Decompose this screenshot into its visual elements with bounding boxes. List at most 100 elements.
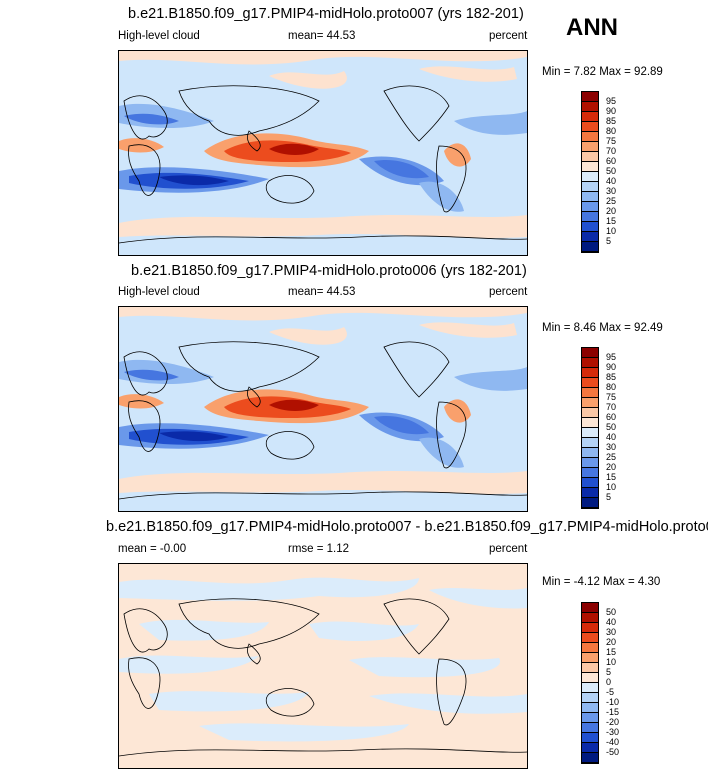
colorbar-box bbox=[582, 92, 598, 102]
colorbar: 95 90 85 80 75 70 60 50 40 30 25 20 15 10 5 bbox=[581, 347, 616, 509]
colorbar-box bbox=[582, 713, 598, 723]
contour-map bbox=[118, 563, 528, 769]
colorbar-tick-label: 75 bbox=[606, 392, 617, 402]
colorbar-box bbox=[582, 478, 598, 488]
colorbar-tick-label: 50 bbox=[606, 422, 617, 432]
minmax-label: Min = -4.12 Max = 4.30 bbox=[542, 576, 661, 588]
colorbar-box bbox=[582, 112, 598, 122]
variable-label: High-level cloud bbox=[118, 286, 200, 298]
colorbar-box bbox=[582, 733, 598, 743]
colorbar-box bbox=[582, 613, 598, 623]
colorbar-tick-label: -10 bbox=[606, 697, 620, 707]
colorbar-box bbox=[582, 122, 598, 132]
colorbar-tick-label: 0 bbox=[606, 677, 612, 687]
colorbar-box bbox=[582, 162, 598, 172]
colorbar-box bbox=[582, 603, 598, 613]
colorbar-box bbox=[582, 428, 598, 438]
colorbar-tick-label: 60 bbox=[606, 412, 617, 422]
colorbar-tick-label: 85 bbox=[606, 116, 617, 126]
colorbar-box bbox=[582, 152, 598, 162]
colorbar-tick-label: -5 bbox=[606, 687, 615, 697]
colorbar-tick-label: -15 bbox=[606, 707, 620, 717]
panel-title: b.e21.B1850.f09_g17.PMIP4-midHolo.proto0… bbox=[128, 6, 524, 22]
colorbar-box bbox=[582, 398, 598, 408]
colorbar-box bbox=[582, 132, 598, 142]
minmax-label: Min = 7.82 Max = 92.89 bbox=[542, 66, 663, 78]
colorbar-tick-label: 70 bbox=[606, 146, 617, 156]
colorbar-tick-label: 10 bbox=[606, 226, 617, 236]
colorbar-tick-label: -20 bbox=[606, 717, 620, 727]
colorbar-box bbox=[582, 378, 598, 388]
colorbar-tick-label: 30 bbox=[606, 627, 617, 637]
colorbar-tick-label: -50 bbox=[606, 747, 620, 757]
colorbar-tick-label: 15 bbox=[606, 647, 617, 657]
rmse-label: rmse = 1.12 bbox=[288, 543, 350, 555]
contour-map bbox=[118, 50, 528, 256]
units-label: percent bbox=[489, 286, 528, 298]
colorbar-box bbox=[582, 743, 598, 753]
colorbar-tick-label: -40 bbox=[606, 737, 620, 747]
colorbar-box bbox=[582, 242, 598, 252]
colorbar-tick-label: 95 bbox=[606, 96, 617, 106]
colorbar-tick-label: 20 bbox=[606, 462, 617, 472]
colorbar-tick-label: 50 bbox=[606, 607, 617, 617]
colorbar-tick-label: 10 bbox=[606, 482, 617, 492]
colorbar-tick-label: 40 bbox=[606, 432, 617, 442]
colorbar-box bbox=[582, 663, 598, 673]
season-label: ANN bbox=[566, 14, 618, 41]
colorbar-box bbox=[582, 388, 598, 398]
colorbar-box bbox=[582, 653, 598, 663]
colorbar-box bbox=[582, 723, 598, 733]
colorbar-box bbox=[582, 348, 598, 358]
colorbar-box bbox=[582, 142, 598, 152]
colorbar-box bbox=[582, 673, 598, 683]
colorbar-box bbox=[582, 458, 598, 468]
colorbar-box bbox=[582, 182, 598, 192]
colorbar-tick-label: 5 bbox=[606, 667, 612, 677]
colorbar-box bbox=[582, 683, 598, 693]
colorbar-tick-label: 5 bbox=[606, 492, 612, 502]
colorbar-box bbox=[582, 633, 598, 643]
colorbar-box bbox=[582, 358, 598, 368]
minmax-label: Min = 8.46 Max = 92.49 bbox=[542, 322, 663, 334]
colorbar-tick-label: 40 bbox=[606, 176, 617, 186]
colorbar-tick-label: 25 bbox=[606, 452, 617, 462]
colorbar: 50 40 30 20 15 10 5 0 -5 -10 -15 -20 -30 -40 -50 bbox=[581, 602, 619, 764]
colorbar-box bbox=[582, 172, 598, 182]
panel-title: b.e21.B1850.f09_g17.PMIP4-midHolo.proto0… bbox=[131, 263, 527, 279]
colorbar-tick-label: 70 bbox=[606, 402, 617, 412]
colorbar-tick-label: 90 bbox=[606, 106, 617, 116]
colorbar-box bbox=[582, 488, 598, 498]
colorbar-tick-label: 5 bbox=[606, 236, 612, 246]
colorbar-box bbox=[582, 468, 598, 478]
colorbar-tick-label: 80 bbox=[606, 382, 617, 392]
colorbar-tick-label: 15 bbox=[606, 216, 617, 226]
colorbar-box bbox=[582, 448, 598, 458]
colorbar-tick-label: 50 bbox=[606, 166, 617, 176]
colorbar-tick-label: 15 bbox=[606, 472, 617, 482]
colorbar-tick-label: 10 bbox=[606, 657, 617, 667]
colorbar-tick-label: 30 bbox=[606, 186, 617, 196]
colorbar-box bbox=[582, 623, 598, 633]
colorbar-box bbox=[582, 498, 598, 508]
colorbar-tick-label: 40 bbox=[606, 617, 617, 627]
panel-title: b.e21.B1850.f09_g17.PMIP4-midHolo.proto0… bbox=[106, 519, 708, 535]
contour-map bbox=[118, 306, 528, 512]
colorbar-tick-label: 20 bbox=[606, 206, 617, 216]
colorbar: 95 90 85 80 75 70 60 50 40 30 25 20 15 10 5 bbox=[581, 91, 616, 253]
units-label: percent bbox=[489, 543, 528, 555]
colorbar-box bbox=[582, 222, 598, 232]
units-label: percent bbox=[489, 30, 528, 42]
colorbar-tick-label: 85 bbox=[606, 372, 617, 382]
variable-label: High-level cloud bbox=[118, 30, 200, 42]
colorbar-box bbox=[582, 212, 598, 222]
colorbar-box bbox=[582, 753, 598, 763]
mean-label: mean= 44.53 bbox=[288, 30, 356, 42]
mean-label: mean= 44.53 bbox=[288, 286, 356, 298]
colorbar-box bbox=[582, 408, 598, 418]
colorbar-tick-label: 80 bbox=[606, 126, 617, 136]
colorbar-tick-label: 25 bbox=[606, 196, 617, 206]
colorbar-tick-label: 75 bbox=[606, 136, 617, 146]
colorbar-tick-label: 95 bbox=[606, 352, 617, 362]
colorbar-box bbox=[582, 418, 598, 428]
